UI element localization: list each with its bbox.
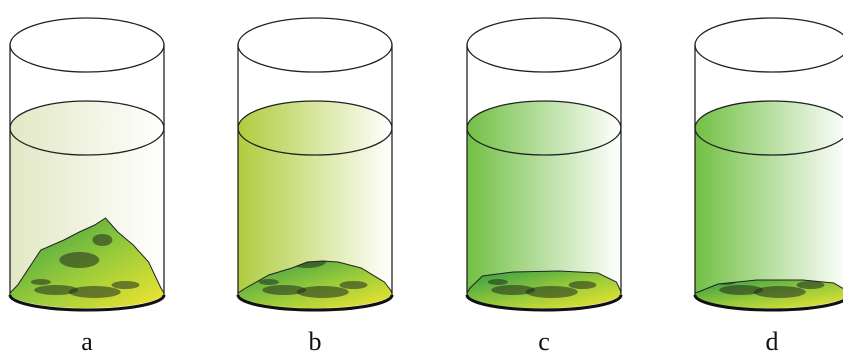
sediment-spot: [262, 285, 307, 295]
beaker-label: c: [538, 327, 550, 356]
beaker-rim: [694, 17, 843, 73]
sediment-spot: [719, 285, 764, 295]
beaker-label: a: [81, 327, 93, 356]
beaker-rim: [237, 17, 393, 73]
sediment-spot: [525, 286, 578, 298]
beaker: [236, 17, 394, 312]
sediment: [467, 271, 621, 308]
sediment-spot: [296, 286, 349, 298]
sediment-spot: [111, 281, 140, 289]
sediment-spot: [491, 285, 536, 295]
sediment-spot: [34, 285, 79, 295]
beaker-rim: [466, 17, 622, 73]
sediment-spot: [487, 279, 508, 285]
sediment-outline: [237, 260, 393, 294]
beaker-bottom: [236, 294, 394, 312]
liquid: [695, 101, 843, 310]
sediment-spot: [339, 281, 368, 289]
liquid: [238, 101, 392, 310]
sediment-spot: [68, 286, 121, 298]
sediment-spot: [92, 234, 113, 246]
sediment: [10, 218, 164, 308]
sediment: [695, 280, 843, 308]
beaker-bottom: [8, 294, 166, 312]
beaker: [465, 17, 623, 312]
sediment-spot: [59, 252, 100, 268]
beaker: [693, 17, 843, 312]
beaker-bottom: [465, 294, 623, 312]
sediment-outline: [466, 270, 622, 294]
sediment-spot: [30, 279, 51, 285]
beaker: [8, 17, 166, 312]
sediment-spot: [753, 286, 806, 298]
sediment-outline: [9, 217, 165, 294]
sediment-spot: [568, 281, 597, 289]
liquid: [467, 101, 621, 310]
beaker-rim: [9, 17, 165, 73]
sediment-outline: [694, 279, 843, 294]
beaker-label: d: [766, 327, 779, 356]
sediment-spot: [258, 279, 279, 285]
beaker-label: b: [309, 327, 322, 356]
beaker-bottom: [693, 294, 843, 312]
sediment-spot: [796, 281, 825, 289]
